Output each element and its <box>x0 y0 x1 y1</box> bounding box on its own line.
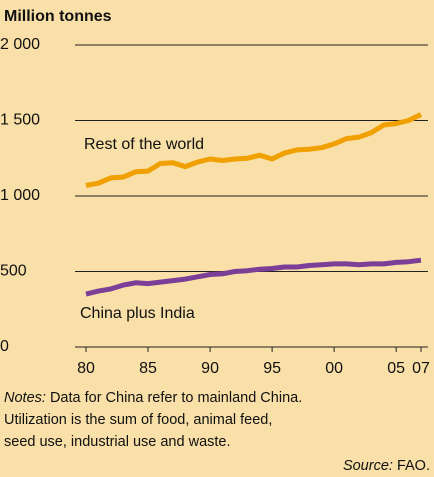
notes-line: Notes: Data for China refer to mainland … <box>4 390 302 406</box>
x-tick-label: 80 <box>77 360 95 377</box>
series-label: Rest of the world <box>84 136 204 153</box>
source: Source: FAO. <box>343 458 430 474</box>
x-tick-label: 95 <box>263 360 281 377</box>
chart-title: Million tonnes <box>4 8 112 25</box>
x-tick-label: 07 <box>412 360 430 377</box>
x-tick-label: 90 <box>201 360 219 377</box>
source-label: Source: <box>343 458 393 474</box>
plot: 0 500 1 000 1 500 2 000 80 85 90 95 00 05 07 Rest of… <box>0 36 430 377</box>
series-line <box>85 257 422 297</box>
x-tick-label: 00 <box>325 360 343 377</box>
series-line <box>85 112 423 188</box>
notes-text: Data for China refer to mainland China. <box>50 390 302 406</box>
y-tick-label: 2 000 <box>0 36 40 53</box>
notes-line: seed use, industrial use and waste. <box>4 434 231 450</box>
notes-line: Utilization is the sum of food, animal f… <box>4 412 272 428</box>
y-tick-label: 1 000 <box>0 187 40 204</box>
source-text: FAO. <box>397 458 430 474</box>
x-tick-label: 85 <box>139 360 157 377</box>
series-label: China plus India <box>80 305 195 322</box>
x-tick-label: 05 <box>387 360 405 377</box>
y-tick-label: 0 <box>0 338 9 355</box>
y-tick-label: 500 <box>0 263 27 280</box>
y-tick-label: 1 500 <box>0 112 40 129</box>
notes-label: Notes: <box>4 390 46 406</box>
